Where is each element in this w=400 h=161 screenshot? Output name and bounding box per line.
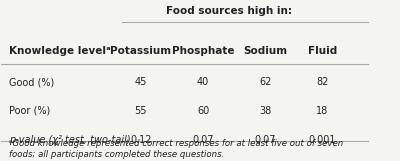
Text: 82: 82: [316, 77, 328, 87]
Text: 0.12: 0.12: [130, 135, 152, 145]
Text: Knowledge levelᵃ: Knowledge levelᵃ: [9, 46, 110, 56]
Text: Good (%): Good (%): [9, 77, 54, 87]
Text: Potassium: Potassium: [110, 46, 171, 56]
Text: ᵃGood knowledge represented correct responses for at least five out of seven
foo: ᵃGood knowledge represented correct resp…: [9, 139, 343, 159]
Text: 62: 62: [259, 77, 272, 87]
Text: 0.001: 0.001: [308, 135, 336, 145]
Text: 40: 40: [197, 77, 209, 87]
Text: 0.07: 0.07: [255, 135, 276, 145]
Text: 18: 18: [316, 106, 328, 116]
Text: Sodium: Sodium: [244, 46, 288, 56]
Text: 60: 60: [197, 106, 209, 116]
Text: Phosphate: Phosphate: [172, 46, 234, 56]
Text: Fluid: Fluid: [308, 46, 337, 56]
Text: 45: 45: [134, 77, 147, 87]
Text: 55: 55: [134, 106, 147, 116]
Text: Poor (%): Poor (%): [9, 106, 50, 116]
Text: p-value (χ² test, two-tail): p-value (χ² test, two-tail): [9, 135, 130, 145]
Text: 38: 38: [259, 106, 272, 116]
Text: Food sources high in:: Food sources high in:: [166, 6, 292, 16]
Text: 0.07: 0.07: [192, 135, 214, 145]
